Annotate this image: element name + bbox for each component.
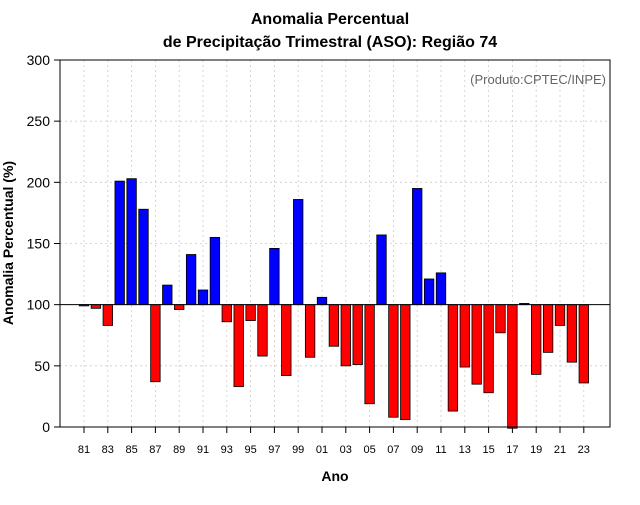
- x-tick-label: 97: [268, 444, 280, 456]
- bar-22: [566, 304, 578, 363]
- bar-99: [293, 199, 304, 306]
- bar-16: [495, 304, 506, 334]
- x-axis: 81 83 85 87 89 91 93 95 97 99 01 03 05 07 09 11 13 15 17 19…: [78, 427, 590, 456]
- bar-19: [531, 304, 542, 375]
- x-tick-label: 91: [197, 444, 209, 456]
- bar-05: [364, 304, 375, 405]
- bar-20: [542, 304, 554, 353]
- bar-09: [412, 188, 423, 306]
- y-axis: 0 50 100 150 200 250 300: [27, 52, 60, 435]
- bar-96: [257, 304, 268, 357]
- y-tick-label: 150: [27, 236, 51, 252]
- x-tick-label: 09: [411, 444, 423, 456]
- x-tick-label: 23: [578, 444, 590, 456]
- bar-13: [459, 304, 470, 368]
- bar-11: [435, 272, 447, 306]
- x-tick-label: 95: [244, 444, 256, 456]
- bar-14: [471, 304, 482, 385]
- x-tick-label: 99: [292, 444, 304, 456]
- x-axis-label: Ano: [321, 468, 348, 484]
- x-tick-label: 21: [554, 444, 566, 456]
- bar-82: [90, 304, 102, 309]
- x-tick-label: 93: [221, 444, 233, 456]
- bar-97: [269, 247, 280, 306]
- bar-01: [316, 296, 328, 306]
- bar-92: [209, 236, 221, 306]
- bar-94: [233, 304, 244, 388]
- bar-10: [423, 278, 435, 306]
- x-tick-label: 15: [482, 444, 494, 456]
- bar-86: [138, 208, 149, 306]
- bar-06: [376, 234, 387, 306]
- bar-04: [352, 304, 363, 366]
- bar-89: [174, 304, 185, 310]
- x-tick-label: 85: [125, 444, 137, 456]
- x-tick-label: 07: [387, 444, 399, 456]
- chart-title-line1: Anomalia Percentual: [251, 11, 409, 28]
- x-tick-label: 03: [340, 444, 352, 456]
- bar-93: [221, 304, 232, 323]
- x-tick-label: 01: [316, 444, 328, 456]
- bar-08: [400, 304, 411, 421]
- bar-12: [447, 304, 459, 412]
- bar-85: [126, 178, 137, 306]
- y-tick-label: 250: [27, 113, 51, 129]
- x-tick-label: 87: [149, 444, 161, 456]
- bar-84: [114, 180, 125, 306]
- bar-00: [304, 304, 316, 358]
- x-tick-label: 83: [102, 444, 114, 456]
- bar-07: [388, 304, 399, 418]
- y-tick-label: 50: [34, 358, 50, 374]
- bar-17: [507, 304, 518, 429]
- bar-90: [185, 254, 197, 306]
- bar-02: [328, 304, 340, 347]
- bar-95: [245, 304, 256, 321]
- bar-83: [102, 304, 113, 326]
- bar-87: [150, 304, 161, 383]
- x-tick-label: 89: [173, 444, 185, 456]
- y-tick-label: 100: [27, 297, 51, 313]
- x-tick-label: 81: [78, 444, 90, 456]
- y-tick-label: 300: [27, 52, 51, 68]
- y-tick-label: 200: [27, 174, 51, 190]
- bar-88: [162, 284, 173, 306]
- x-tick-label: 05: [363, 444, 375, 456]
- bar-15: [483, 304, 494, 394]
- bar-23: [578, 304, 589, 384]
- x-tick-label: 11: [435, 444, 446, 456]
- bar-21: [554, 304, 566, 326]
- x-tick-label: 17: [506, 444, 518, 456]
- x-tick-label: 13: [459, 444, 471, 456]
- y-axis-label: Anomalia Percentual (%): [0, 161, 16, 325]
- x-tick-label: 19: [530, 444, 542, 456]
- bar-03: [340, 304, 351, 367]
- bar-98: [281, 304, 292, 377]
- bar-91: [197, 289, 209, 306]
- chart-title-line2: de Precipitação Trimestral (ASO): Região…: [163, 34, 497, 51]
- bars-layer: [78, 178, 589, 429]
- y-tick-label: 0: [42, 419, 50, 435]
- source-annotation: (Produto:CPTEC/INPE): [470, 72, 606, 87]
